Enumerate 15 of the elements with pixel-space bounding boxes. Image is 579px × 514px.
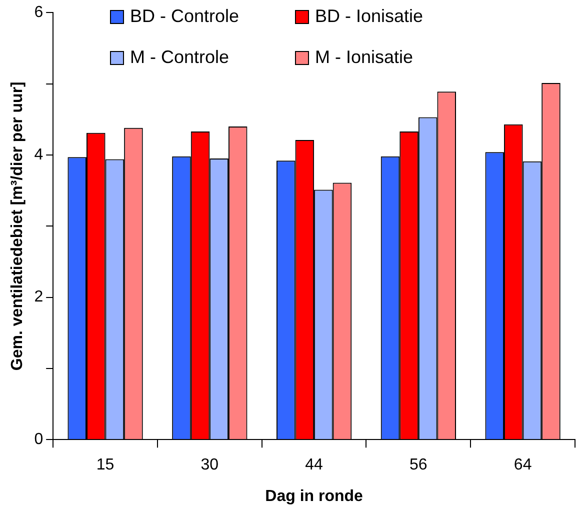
y-tick-label: 4 bbox=[34, 146, 44, 164]
x-tick-label: 56 bbox=[410, 456, 428, 474]
legend-label: BD - Ionisatie bbox=[315, 6, 424, 27]
x-tick-label: 15 bbox=[96, 456, 114, 474]
x-axis-title: Dag in ronde bbox=[265, 488, 364, 505]
y-tick-label: 6 bbox=[34, 4, 44, 22]
y-axis-title: Gem. ventilatiedebiet [m³/dier per uur] bbox=[9, 82, 26, 371]
y-tick-label: 0 bbox=[34, 431, 44, 448]
legend-label: BD - Controle bbox=[130, 6, 240, 27]
x-tick-label: 64 bbox=[514, 456, 532, 474]
x-tick-label: 30 bbox=[200, 456, 219, 474]
legend-label: M - Ionisatie bbox=[315, 47, 414, 68]
y-tick-label: 2 bbox=[34, 288, 44, 306]
legend-label: M - Controle bbox=[130, 47, 230, 68]
x-tick-label: 44 bbox=[305, 456, 324, 474]
